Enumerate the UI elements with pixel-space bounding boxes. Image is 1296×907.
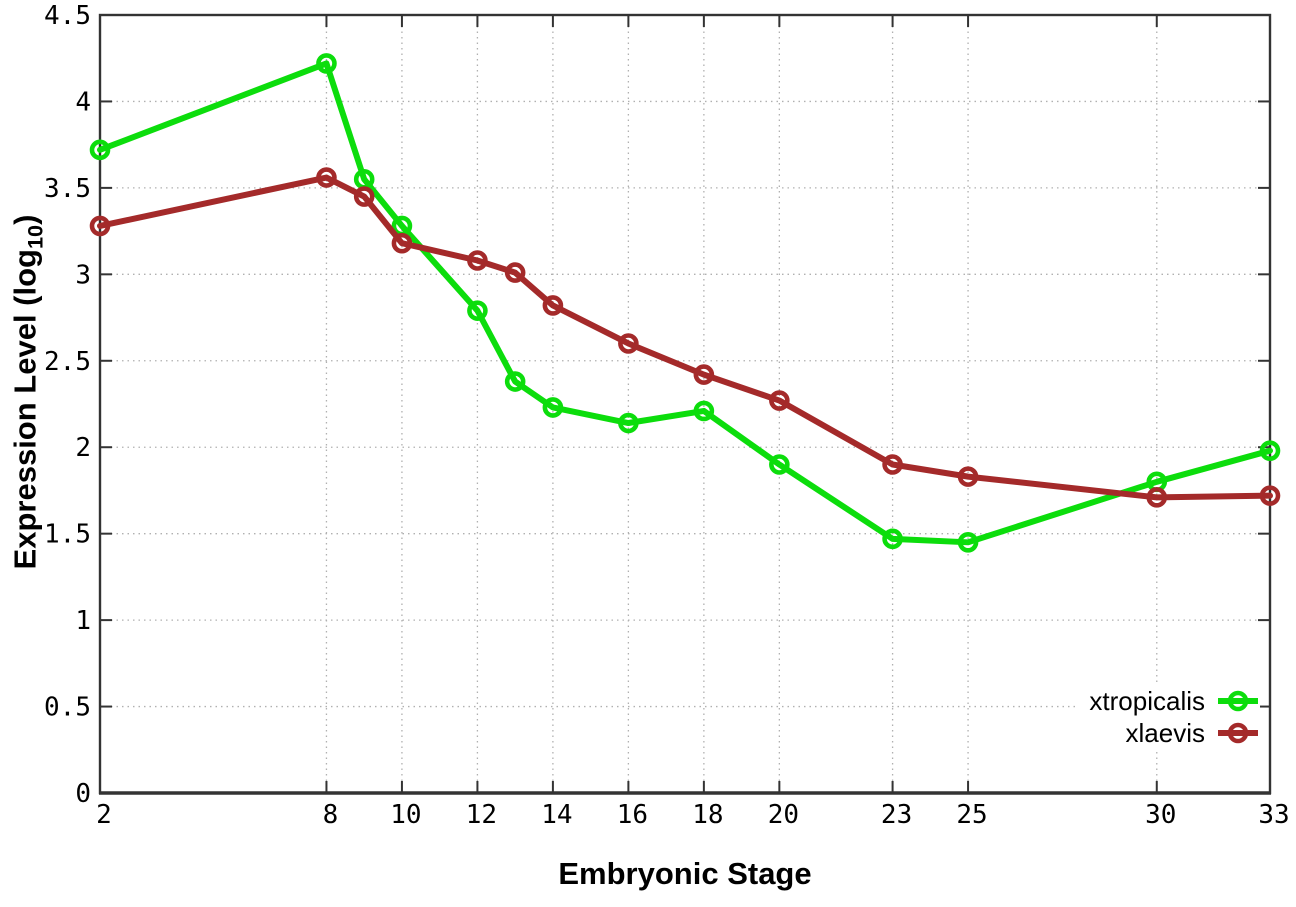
x-tick-label: 8: [323, 800, 339, 830]
data-point-xtropicalis: [957, 532, 979, 553]
data-point-xtropicalis: [542, 397, 564, 418]
x-tick-label: 16: [617, 800, 648, 830]
y-tick-label: 0: [75, 779, 91, 809]
data-point-xtropicalis: [693, 400, 715, 422]
data-point-xtropicalis: [316, 53, 337, 74]
data-point-xlaevis: [467, 250, 488, 271]
data-point-xtropicalis: [882, 528, 903, 550]
y-axis-title-text: Expression Level (log: [7, 249, 43, 570]
data-point-xlaevis: [618, 333, 639, 354]
legend: xtropicalis xlaevis: [1075, 683, 1260, 751]
y-axis-title-subscript: 10: [22, 224, 48, 250]
data-point-xlaevis: [957, 466, 979, 487]
x-tick-label: 25: [956, 800, 987, 830]
y-tick-label: 2.5: [44, 347, 91, 377]
data-point-xlaevis: [882, 454, 903, 475]
legend-label-xlaevis: xlaevis: [1125, 718, 1205, 748]
plot-border: [98, 13, 1272, 795]
y-tick-label: 0.5: [44, 693, 91, 723]
data-point-xlaevis: [1146, 487, 1168, 508]
y-axis-title: Expression Level (log10): [7, 215, 48, 570]
data-point-xtropicalis: [467, 300, 488, 321]
x-tick-label: 33: [1258, 800, 1289, 830]
y-tick-label: 1: [75, 606, 91, 636]
x-tick-label: 20: [768, 800, 799, 830]
series-line-xlaevis: [97, 174, 1273, 501]
data-point-xlaevis: [504, 262, 526, 283]
x-tick-label: 10: [390, 800, 421, 830]
data-point-xtropicalis: [618, 412, 639, 434]
y-axis-title-suffix: ): [7, 214, 43, 225]
y-tick-label: 3.5: [44, 174, 91, 204]
data-point-xlaevis: [693, 364, 715, 385]
data-point-xlaevis: [769, 390, 790, 411]
legend-label-xtropicalis: xtropicalis: [1089, 686, 1205, 716]
y-tick-label: 4.5: [44, 1, 91, 31]
x-tick-label: 30: [1145, 800, 1176, 830]
x-axis-title: Embryonic Stage: [558, 856, 812, 891]
data-point-xtropicalis: [89, 139, 111, 161]
legend-entry-xtropicalis: xtropicalis: [1089, 685, 1260, 717]
data-point-xlaevis: [542, 295, 564, 316]
data-point-xlaevis: [353, 186, 375, 207]
series-line-xtropicalis: [97, 60, 1273, 546]
x-tick-label: 14: [541, 800, 572, 830]
y-tick-label: 4: [75, 87, 91, 117]
y-tick-label: 1.5: [44, 520, 91, 550]
data-point-xtropicalis: [1259, 440, 1281, 461]
legend-marker-xtropicalis-icon: [1218, 690, 1258, 712]
x-tick-label: 18: [692, 800, 723, 830]
y-tick-label: 3: [75, 260, 91, 290]
data-point-xlaevis: [1259, 485, 1281, 506]
data-point-xlaevis: [391, 232, 413, 254]
y-tick-label: 2: [75, 433, 91, 463]
data-point-xtropicalis: [769, 454, 790, 475]
data-point-xlaevis: [316, 167, 337, 188]
legend-entry-xlaevis: xlaevis: [1089, 717, 1260, 749]
x-tick-label: 23: [881, 800, 912, 830]
data-point-xlaevis: [89, 215, 111, 237]
data-point-xtropicalis: [504, 371, 526, 392]
legend-marker-xlaevis-icon: [1218, 722, 1258, 744]
x-tick-label: 2: [96, 800, 112, 830]
x-tick-label: 12: [466, 800, 497, 830]
